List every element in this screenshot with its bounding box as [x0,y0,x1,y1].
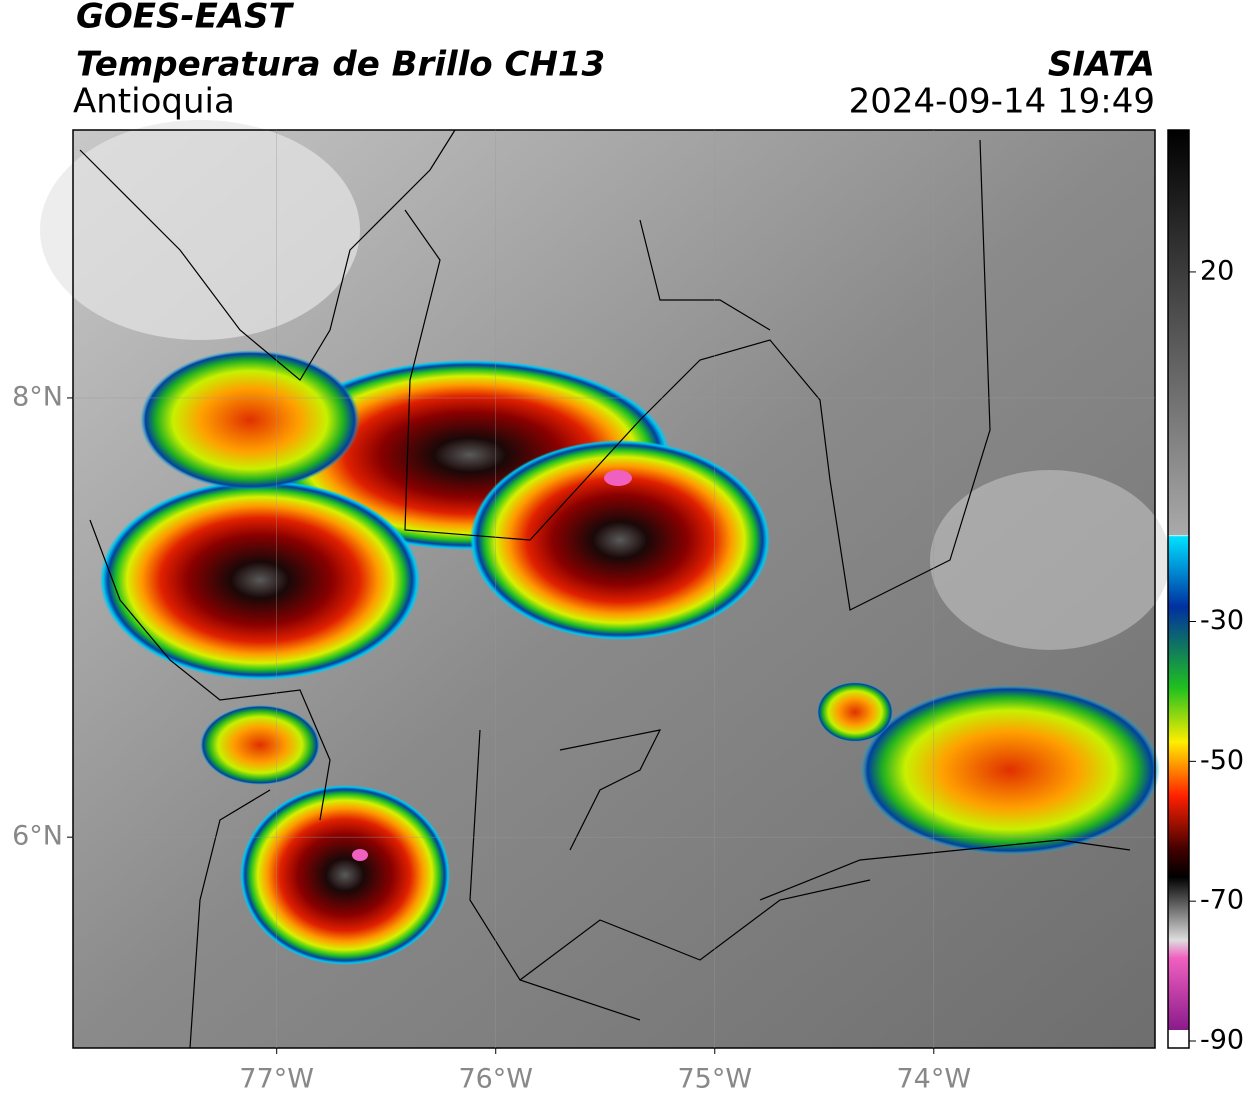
x-tick-label: 74°W [897,1064,972,1095]
cloud [930,470,1170,650]
subtitle: Temperatura de Brillo CH13 [76,45,605,85]
region: Antioquia [73,82,235,122]
boundaries [189,139,1131,1049]
colorbar-tick-label: -50 [1200,745,1244,776]
cloud [40,120,360,340]
x-tick-label: 77°W [239,1064,314,1095]
colorbar [1168,130,1189,1030]
colorbar-frame [1167,129,1190,1049]
x-tick-label: 75°W [677,1064,752,1095]
storm [817,682,893,742]
storm [100,480,420,680]
map-panel [40,120,1170,1049]
overshoot [604,470,632,486]
colorbar-tick-label: -70 [1200,885,1244,916]
storm [470,440,770,640]
overshoot [352,849,368,861]
x-tick-label: 76°W [458,1064,533,1095]
coastline [79,129,456,821]
y-tick-label: 8°N [12,381,63,412]
colorbar-tick-label: -90 [1200,1025,1244,1056]
storm [140,350,360,490]
colorbar-extension [1168,1030,1189,1048]
datetime: 2024-09-14 19:49 [849,82,1155,122]
storm [240,785,450,965]
y-tick-label: 6°N [12,821,63,852]
storm [860,685,1160,855]
storm [200,705,320,785]
source: SIATA [1048,45,1155,85]
colorbar-tick-label: -30 [1200,605,1244,636]
colorbar-tick-label: 20 [1200,255,1234,286]
title: GOES-EAST [76,0,295,37]
map-frame [72,129,1156,1049]
